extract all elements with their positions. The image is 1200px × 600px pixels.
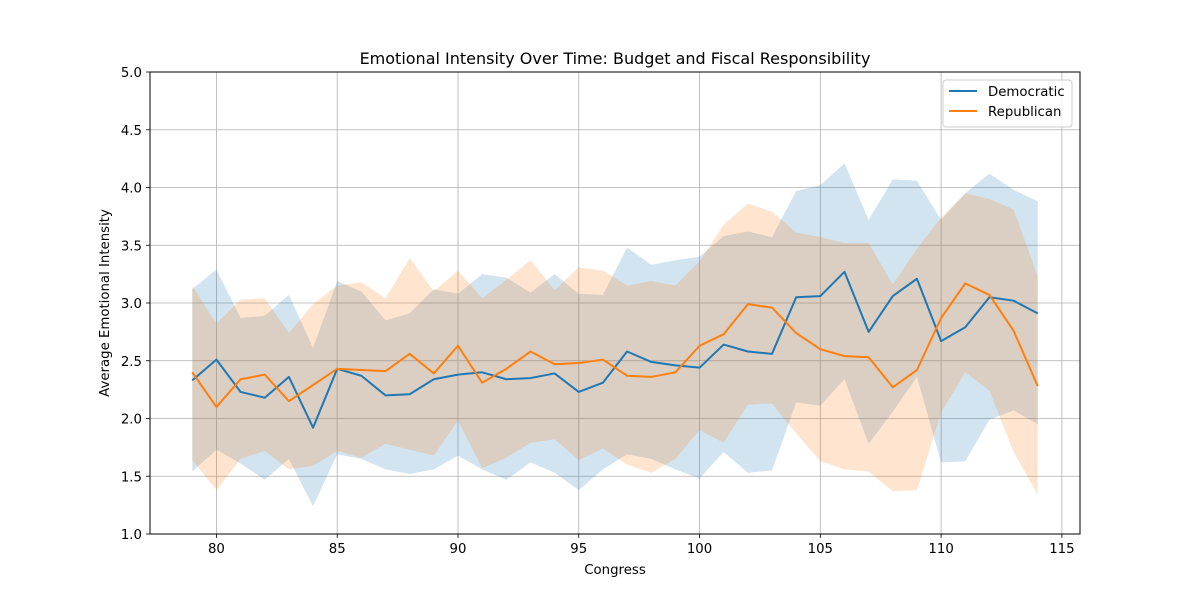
band-democratic xyxy=(192,163,1038,507)
confidence-bands xyxy=(192,163,1038,507)
y-tick-label: 3.0 xyxy=(121,297,142,312)
chart-title: Emotional Intensity Over Time: Budget an… xyxy=(360,49,871,68)
band-republican xyxy=(192,193,1038,495)
x-tick-label: 95 xyxy=(570,542,587,557)
axis-ticks: 80 85 90 95 100 105 110 115 1.0 1.5 2.0 2.5 3.0 3.5 4.… xyxy=(121,66,1075,557)
x-tick-label: 85 xyxy=(329,542,346,557)
x-tick-label: 115 xyxy=(1049,542,1074,557)
y-tick-label: 4.0 xyxy=(121,182,142,197)
legend: Democratic Republican xyxy=(942,79,1073,128)
y-tick-label: 2.5 xyxy=(121,355,142,370)
x-tick-label: 110 xyxy=(928,542,953,557)
x-axis-label: Congress xyxy=(584,563,646,578)
y-axis-label: Average Emotional Intensity xyxy=(98,209,113,397)
y-tick-label: 2.0 xyxy=(121,413,142,428)
x-tick-label: 105 xyxy=(808,542,833,557)
x-tick-label: 80 xyxy=(208,542,225,557)
x-tick-label: 90 xyxy=(450,542,467,557)
y-tick-label: 3.5 xyxy=(121,239,142,254)
series-lines xyxy=(191,270,1039,429)
legend-label-republican: Republican xyxy=(988,105,1061,120)
y-tick-label: 5.0 xyxy=(121,66,142,81)
y-tick-label: 4.5 xyxy=(121,124,142,139)
series-line-republican xyxy=(191,282,1039,408)
y-tick-label: 1.5 xyxy=(121,470,142,485)
x-tick-label: 100 xyxy=(687,542,712,557)
y-tick-label: 1.0 xyxy=(121,528,142,543)
legend-label-democratic: Democratic xyxy=(988,85,1065,100)
